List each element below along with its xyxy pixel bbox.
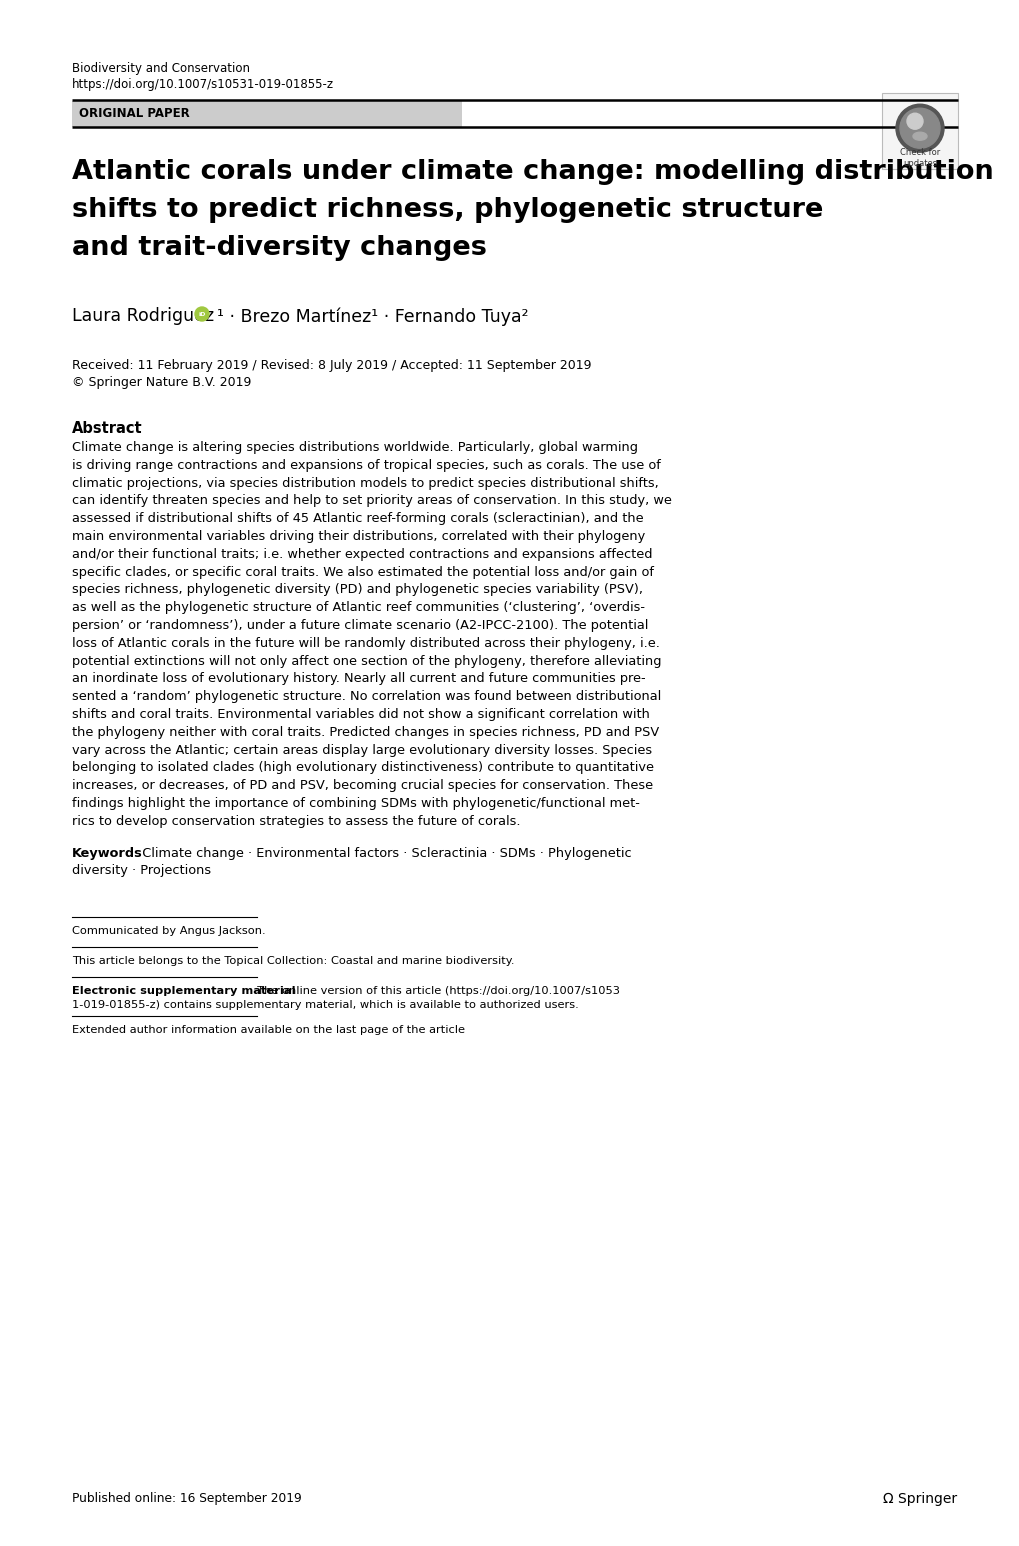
Circle shape	[195, 308, 209, 322]
Text: belonging to isolated clades (high evolutionary distinctiveness) contribute to q: belonging to isolated clades (high evolu…	[72, 761, 653, 775]
Circle shape	[906, 113, 922, 130]
Text: ORIGINAL PAPER: ORIGINAL PAPER	[78, 107, 190, 121]
Text: potential extinctions will not only affect one section of the phylogeny, therefo: potential extinctions will not only affe…	[72, 654, 661, 668]
Text: iD: iD	[198, 311, 206, 317]
Text: Electronic supplementary material: Electronic supplementary material	[72, 986, 296, 996]
Text: and trait-diversity changes: and trait-diversity changes	[72, 235, 486, 261]
Circle shape	[895, 104, 943, 152]
Text: This article belongs to the Topical Collection: Coastal and marine biodiversity.: This article belongs to the Topical Coll…	[72, 955, 514, 966]
Text: Ω Springer: Ω Springer	[882, 1492, 956, 1506]
Text: can identify threaten species and help to set priority areas of conservation. In: can identify threaten species and help t…	[72, 495, 672, 507]
Text: Keywords: Keywords	[72, 847, 143, 860]
Text: Climate change · Environmental factors · Scleractinia · SDMs · Phylogenetic: Climate change · Environmental factors ·…	[133, 847, 631, 860]
Text: Published online: 16 September 2019: Published online: 16 September 2019	[72, 1492, 302, 1504]
Text: loss of Atlantic corals in the future will be randomly distributed across their : loss of Atlantic corals in the future wi…	[72, 637, 659, 649]
Text: vary across the Atlantic; certain areas display large evolutionary diversity los: vary across the Atlantic; certain areas …	[72, 744, 651, 756]
Text: as well as the phylogenetic structure of Atlantic reef communities (‘clustering’: as well as the phylogenetic structure of…	[72, 601, 644, 614]
Text: findings highlight the importance of combining SDMs with phylogenetic/functional: findings highlight the importance of com…	[72, 798, 639, 810]
Text: Received: 11 February 2019 / Revised: 8 July 2019 / Accepted: 11 September 2019: Received: 11 February 2019 / Revised: 8 …	[72, 359, 591, 373]
Text: Extended author information available on the last page of the article: Extended author information available on…	[72, 1025, 465, 1036]
Text: shifts and coral traits. Environmental variables did not show a significant corr: shifts and coral traits. Environmental v…	[72, 708, 649, 720]
Text: increases, or decreases, of PD and PSV, becoming crucial species for conservatio: increases, or decreases, of PD and PSV, …	[72, 779, 652, 792]
Text: Atlantic corals under climate change: modelling distribution: Atlantic corals under climate change: mo…	[72, 159, 993, 186]
Text: specific clades, or specific coral traits. We also estimated the potential loss : specific clades, or specific coral trait…	[72, 566, 653, 578]
Text: ¹ · Brezo Martínez¹ · Fernando Tuya²: ¹ · Brezo Martínez¹ · Fernando Tuya²	[217, 308, 528, 326]
Text: https://doi.org/10.1007/s10531-019-01855-z: https://doi.org/10.1007/s10531-019-01855…	[72, 77, 334, 91]
Text: rics to develop conservation strategies to assess the future of corals.: rics to develop conservation strategies …	[72, 815, 520, 827]
Ellipse shape	[912, 133, 926, 141]
Bar	[72, 100, 462, 127]
Text: an inordinate loss of evolutionary history. Nearly all current and future commun: an inordinate loss of evolutionary histo…	[72, 673, 645, 685]
Text: the phylogeny neither with coral traits. Predicted changes in species richness, : the phylogeny neither with coral traits.…	[72, 725, 658, 739]
Circle shape	[899, 108, 940, 148]
Text: Climate change is altering species distributions worldwide. Particularly, global: Climate change is altering species distr…	[72, 441, 637, 455]
Text: 1-019-01855-z) contains supplementary material, which is available to authorized: 1-019-01855-z) contains supplementary ma…	[72, 1000, 578, 1010]
Text: sented a ‘random’ phylogenetic structure. No correlation was found between distr: sented a ‘random’ phylogenetic structure…	[72, 690, 660, 703]
Text: species richness, phylogenetic diversity (PD) and phylogenetic species variabili: species richness, phylogenetic diversity…	[72, 583, 642, 597]
Text: assessed if distributional shifts of 45 Atlantic reef-forming corals (scleractin: assessed if distributional shifts of 45 …	[72, 512, 643, 526]
Text: Abstract: Abstract	[72, 421, 143, 436]
Text: climatic projections, via species distribution models to predict species distrib: climatic projections, via species distri…	[72, 476, 658, 490]
Text: and/or their functional traits; i.e. whether expected contractions and expansion: and/or their functional traits; i.e. whe…	[72, 547, 652, 561]
Text: shifts to predict richness, phylogenetic structure: shifts to predict richness, phylogenetic…	[72, 196, 822, 223]
Text: Laura Rodriguez: Laura Rodriguez	[72, 308, 214, 325]
Text: Check for
updates: Check for updates	[899, 148, 940, 169]
Bar	[881, 93, 957, 169]
Text: The online version of this article (https://doi.org/10.1007/s1053: The online version of this article (http…	[250, 986, 620, 996]
Text: Communicated by Angus Jackson.: Communicated by Angus Jackson.	[72, 926, 265, 937]
Text: diversity · Projections: diversity · Projections	[72, 864, 211, 878]
Text: persion’ or ‘randomness’), under a future climate scenario (A2-IPCC-2100). The p: persion’ or ‘randomness’), under a futur…	[72, 618, 648, 632]
Text: is driving range contractions and expansions of tropical species, such as corals: is driving range contractions and expans…	[72, 459, 660, 472]
Text: Biodiversity and Conservation: Biodiversity and Conservation	[72, 62, 250, 76]
Text: main environmental variables driving their distributions, correlated with their : main environmental variables driving the…	[72, 530, 645, 543]
Text: © Springer Nature B.V. 2019: © Springer Nature B.V. 2019	[72, 376, 251, 390]
